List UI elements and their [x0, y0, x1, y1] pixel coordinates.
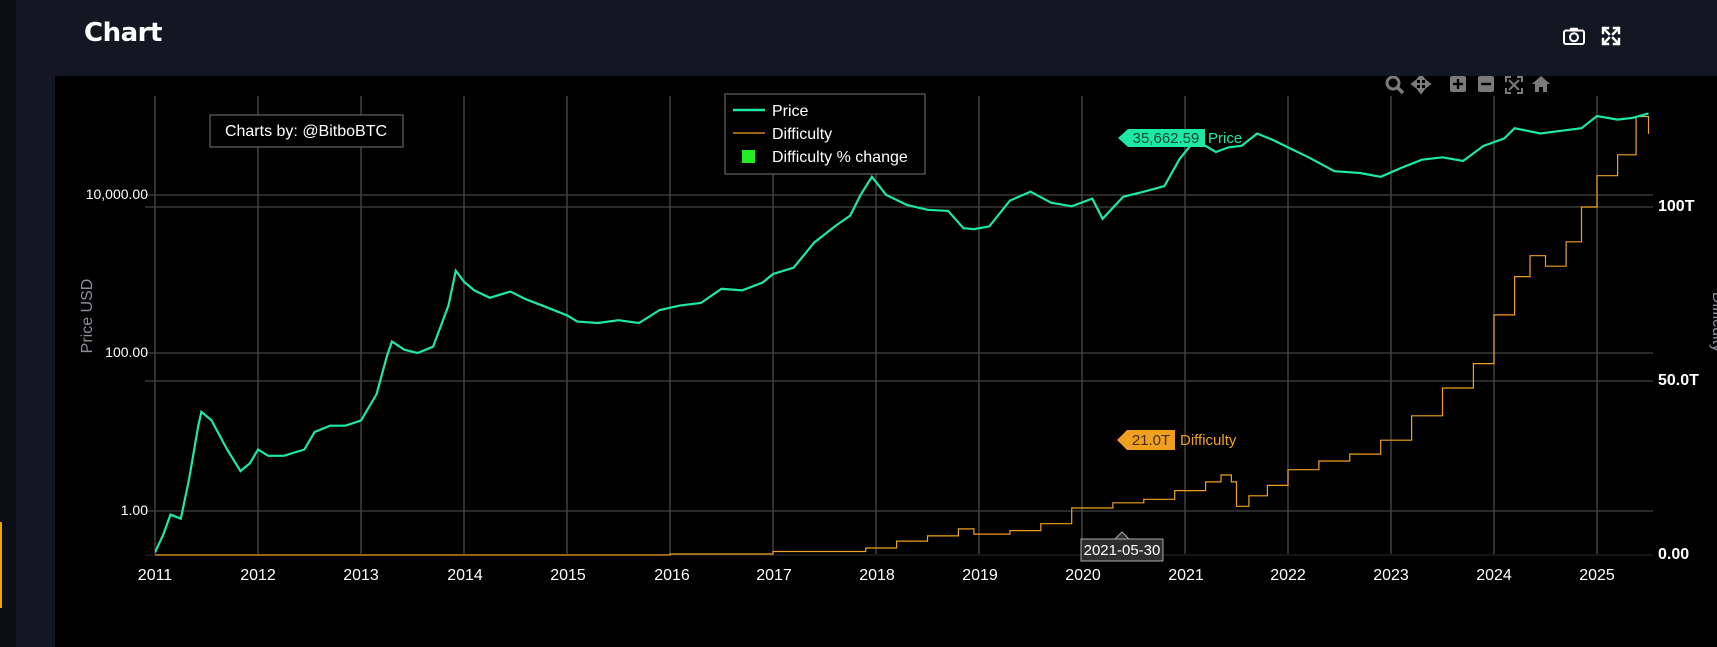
y-axis-title: Price USD	[79, 279, 96, 354]
chart-area[interactable]: 1.00 100.00 10,000.00 0.00 50.0T 100T Pr…	[55, 76, 1717, 647]
legend-item-difficulty[interactable]: Difficulty	[772, 126, 832, 143]
home-icon[interactable]	[1532, 76, 1550, 92]
x-tick-label: 2018	[859, 567, 895, 584]
x-tick-label: 2019	[962, 567, 998, 584]
zoom-out-icon[interactable]	[1478, 76, 1494, 92]
x-tick-label: 2024	[1476, 567, 1512, 584]
legend-item-difficulty-change[interactable]: Difficulty % change	[772, 149, 908, 166]
x-tick-label: 2014	[447, 567, 483, 584]
camera-icon[interactable]	[1560, 22, 1588, 50]
x-tick-label: 2023	[1373, 567, 1409, 584]
hover-price-value: 35,662.59	[1133, 130, 1200, 147]
y2-tick-label: 50.0T	[1658, 372, 1699, 389]
y2-tick-label: 0.00	[1658, 546, 1689, 563]
x-tick-label: 2017	[756, 567, 792, 584]
autoscale-icon[interactable]	[1505, 76, 1523, 94]
watermark-text: Charts by: @BitboBTC	[225, 123, 387, 140]
legend-swatch-difficulty-change	[742, 150, 755, 163]
left-edge-strip	[0, 0, 16, 647]
zoom-in-icon[interactable]	[1450, 76, 1466, 92]
hover-price-label: Price	[1208, 130, 1242, 147]
x-tick-label: 2025	[1579, 567, 1615, 584]
watermark-box: Charts by: @BitboBTC	[209, 114, 404, 148]
chart-svg[interactable]: 1.00 100.00 10,000.00 0.00 50.0T 100T Pr…	[55, 76, 1717, 647]
legend-item-price[interactable]: Price	[772, 103, 809, 120]
legend[interactable]: Price Difficulty Difficulty % change	[724, 93, 926, 175]
y2-axis-title: Difficulty	[1709, 292, 1717, 352]
zoom-icon[interactable]	[1385, 76, 1405, 95]
y-tick-label: 100.00	[105, 344, 148, 360]
hover-difficulty: 21.0T Difficulty	[1117, 430, 1237, 450]
modebar[interactable]	[1385, 76, 1550, 95]
fullscreen-icon[interactable]	[1597, 22, 1625, 50]
series-line-difficulty[interactable]	[155, 115, 1650, 556]
x-tick-label: 2021	[1168, 567, 1204, 584]
y-tick-label: 1.00	[121, 502, 148, 518]
x-tick-label: 2020	[1065, 567, 1101, 584]
chart-header: Chart	[16, 0, 1717, 76]
hover-difficulty-label: Difficulty	[1180, 432, 1237, 449]
x-tick-labels: 2011 2012 2013 2014 2015 2016 2017 2018 …	[138, 567, 1615, 584]
series-line-price[interactable]	[155, 112, 1649, 553]
page-title: Chart	[84, 18, 162, 48]
hover-date-value: 2021-05-30	[1084, 542, 1161, 559]
x-tick-label: 2015	[550, 567, 586, 584]
y2-tick-label: 100T	[1658, 198, 1695, 215]
x-tick-label: 2011	[138, 567, 173, 584]
y-tick-label: 10,000.00	[86, 186, 148, 202]
x-tick-label: 2016	[654, 567, 690, 584]
pan-icon[interactable]	[1410, 76, 1432, 95]
hover-date: 2021-05-30	[1080, 531, 1164, 562]
x-tick-label: 2022	[1270, 567, 1306, 584]
hover-price: 35,662.59 Price	[1118, 129, 1242, 147]
hover-difficulty-value: 21.0T	[1132, 432, 1170, 449]
left-accent-bar	[0, 522, 2, 608]
x-tick-label: 2012	[240, 567, 276, 584]
x-tick-label: 2013	[343, 567, 379, 584]
